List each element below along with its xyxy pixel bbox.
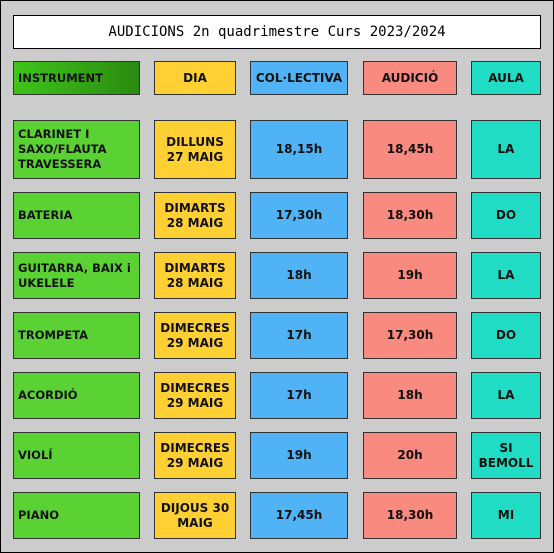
audicio-cell: 18,30h bbox=[363, 192, 457, 239]
dia-text: DIMARTS bbox=[164, 200, 226, 215]
audicio-text: 18,30h bbox=[386, 208, 434, 222]
aula-text: LA bbox=[497, 268, 515, 282]
header-text: INSTRUMENT bbox=[18, 70, 103, 85]
instrument-text: VIOLÍ bbox=[18, 448, 53, 462]
aula-cell: DO bbox=[471, 192, 541, 239]
dia-text: DIJOUS 30 bbox=[160, 500, 230, 515]
aula-text: DO bbox=[495, 208, 517, 222]
instrument-text: BATERIA bbox=[18, 208, 73, 222]
audicio-cell: 19h bbox=[363, 252, 457, 299]
collectiva-text: 17,30h bbox=[275, 208, 323, 222]
aula-cell: LA bbox=[471, 372, 541, 419]
dia-text: DIMECRES bbox=[160, 440, 230, 455]
collectiva-cell: 17h bbox=[250, 312, 348, 359]
aula-text: BEMOLL bbox=[478, 455, 534, 470]
collectiva-cell: 17,45h bbox=[250, 492, 348, 539]
aula-cell: MI bbox=[471, 492, 541, 539]
audicio-text: 18,30h bbox=[386, 508, 434, 522]
header-cell: DIA bbox=[154, 61, 236, 95]
audicio-text: 20h bbox=[397, 448, 423, 462]
dia-text: DIMECRES bbox=[160, 320, 230, 335]
aula-cell: DO bbox=[471, 312, 541, 359]
collectiva-text: 17h bbox=[286, 388, 312, 402]
dia-text: DIMARTS bbox=[164, 260, 226, 275]
dia-text: DILLUNS bbox=[166, 134, 224, 149]
header-cell: AUDICIÓ bbox=[363, 61, 457, 95]
header-cell: COL·LECTIVA bbox=[250, 61, 348, 95]
audicio-text: 18,45h bbox=[386, 142, 434, 156]
audicio-cell: 18,30h bbox=[363, 492, 457, 539]
dia-text: 27 MAIG bbox=[166, 149, 224, 164]
instrument-cell: BATERIA bbox=[13, 192, 140, 239]
audicio-text: 18h bbox=[397, 388, 423, 402]
dia-cell: DIMARTS 28 MAIG bbox=[154, 252, 236, 299]
collectiva-text: 17h bbox=[286, 328, 312, 342]
dia-text: 29 MAIG bbox=[166, 335, 224, 350]
collectiva-cell: 18,15h bbox=[250, 120, 348, 179]
aula-cell: SI BEMOLL bbox=[471, 432, 541, 479]
instrument-text: UKELELE bbox=[18, 275, 75, 290]
instrument-text: CLARINET I bbox=[18, 127, 90, 141]
collectiva-cell: 18h bbox=[250, 252, 348, 299]
aula-text: LA bbox=[497, 388, 515, 402]
instrument-text: TRAVESSERA bbox=[18, 157, 102, 171]
instrument-cell: VIOLÍ bbox=[13, 432, 140, 479]
collectiva-text: 18,15h bbox=[275, 142, 323, 156]
dia-text: 28 MAIG bbox=[166, 275, 224, 290]
aula-cell: LA bbox=[471, 120, 541, 179]
instrument-cell: TROMPETA bbox=[13, 312, 140, 359]
collectiva-text: 18h bbox=[286, 268, 312, 282]
dia-cell: DIJOUS 30 MAIG bbox=[154, 492, 236, 539]
instrument-cell: PIANO bbox=[13, 492, 140, 539]
aula-text: MI bbox=[497, 508, 515, 522]
collectiva-cell: 17,30h bbox=[250, 192, 348, 239]
aula-cell: LA bbox=[471, 252, 541, 299]
dia-cell: DIMARTS 28 MAIG bbox=[154, 192, 236, 239]
audicio-text: 17,30h bbox=[386, 328, 434, 342]
title: AUDICIONS 2n quadrimestre Curs 2023/2024 bbox=[13, 15, 541, 49]
instrument-cell: GUITARRA, BAIX i UKELELE bbox=[13, 252, 140, 299]
collectiva-text: 19h bbox=[286, 448, 312, 462]
instrument-text: ACORDIÓ bbox=[18, 388, 78, 402]
header-text: COL·LECTIVA bbox=[255, 70, 343, 85]
dia-cell: DILLUNS 27 MAIG bbox=[154, 120, 236, 179]
audicio-cell: 18h bbox=[363, 372, 457, 419]
dia-text: 28 MAIG bbox=[166, 215, 224, 230]
audicio-cell: 18,45h bbox=[363, 120, 457, 179]
audicio-text: 19h bbox=[397, 268, 423, 282]
dia-text: 29 MAIG bbox=[166, 455, 224, 470]
aula-text: SI bbox=[499, 440, 513, 455]
header-cell: INSTRUMENT bbox=[13, 61, 140, 95]
collectiva-cell: 19h bbox=[250, 432, 348, 479]
dia-text: MAIG bbox=[177, 515, 213, 530]
collectiva-cell: 17h bbox=[250, 372, 348, 419]
header-text: AUDICIÓ bbox=[381, 70, 439, 85]
header-cell: AULA bbox=[471, 61, 541, 95]
dia-text: DIMECRES bbox=[160, 380, 230, 395]
collectiva-text: 17,45h bbox=[275, 508, 323, 522]
instrument-text: PIANO bbox=[18, 508, 60, 522]
instrument-text: SAXO/FLAUTA bbox=[18, 142, 107, 156]
aula-text: LA bbox=[497, 142, 515, 156]
header-text: DIA bbox=[183, 70, 207, 85]
dia-cell: DIMECRES 29 MAIG bbox=[154, 372, 236, 419]
instrument-cell: ACORDIÓ bbox=[13, 372, 140, 419]
dia-text: 29 MAIG bbox=[166, 395, 224, 410]
dia-cell: DIMECRES 29 MAIG bbox=[154, 312, 236, 359]
instrument-text: GUITARRA, BAIX i bbox=[18, 260, 131, 275]
audicio-cell: 17,30h bbox=[363, 312, 457, 359]
audicio-cell: 20h bbox=[363, 432, 457, 479]
instrument-text: TROMPETA bbox=[18, 328, 89, 342]
instrument-cell: CLARINET I SAXO/FLAUTA TRAVESSERA bbox=[13, 120, 140, 179]
header-text: AULA bbox=[488, 70, 524, 85]
dia-cell: DIMECRES 29 MAIG bbox=[154, 432, 236, 479]
aula-text: DO bbox=[495, 328, 517, 342]
